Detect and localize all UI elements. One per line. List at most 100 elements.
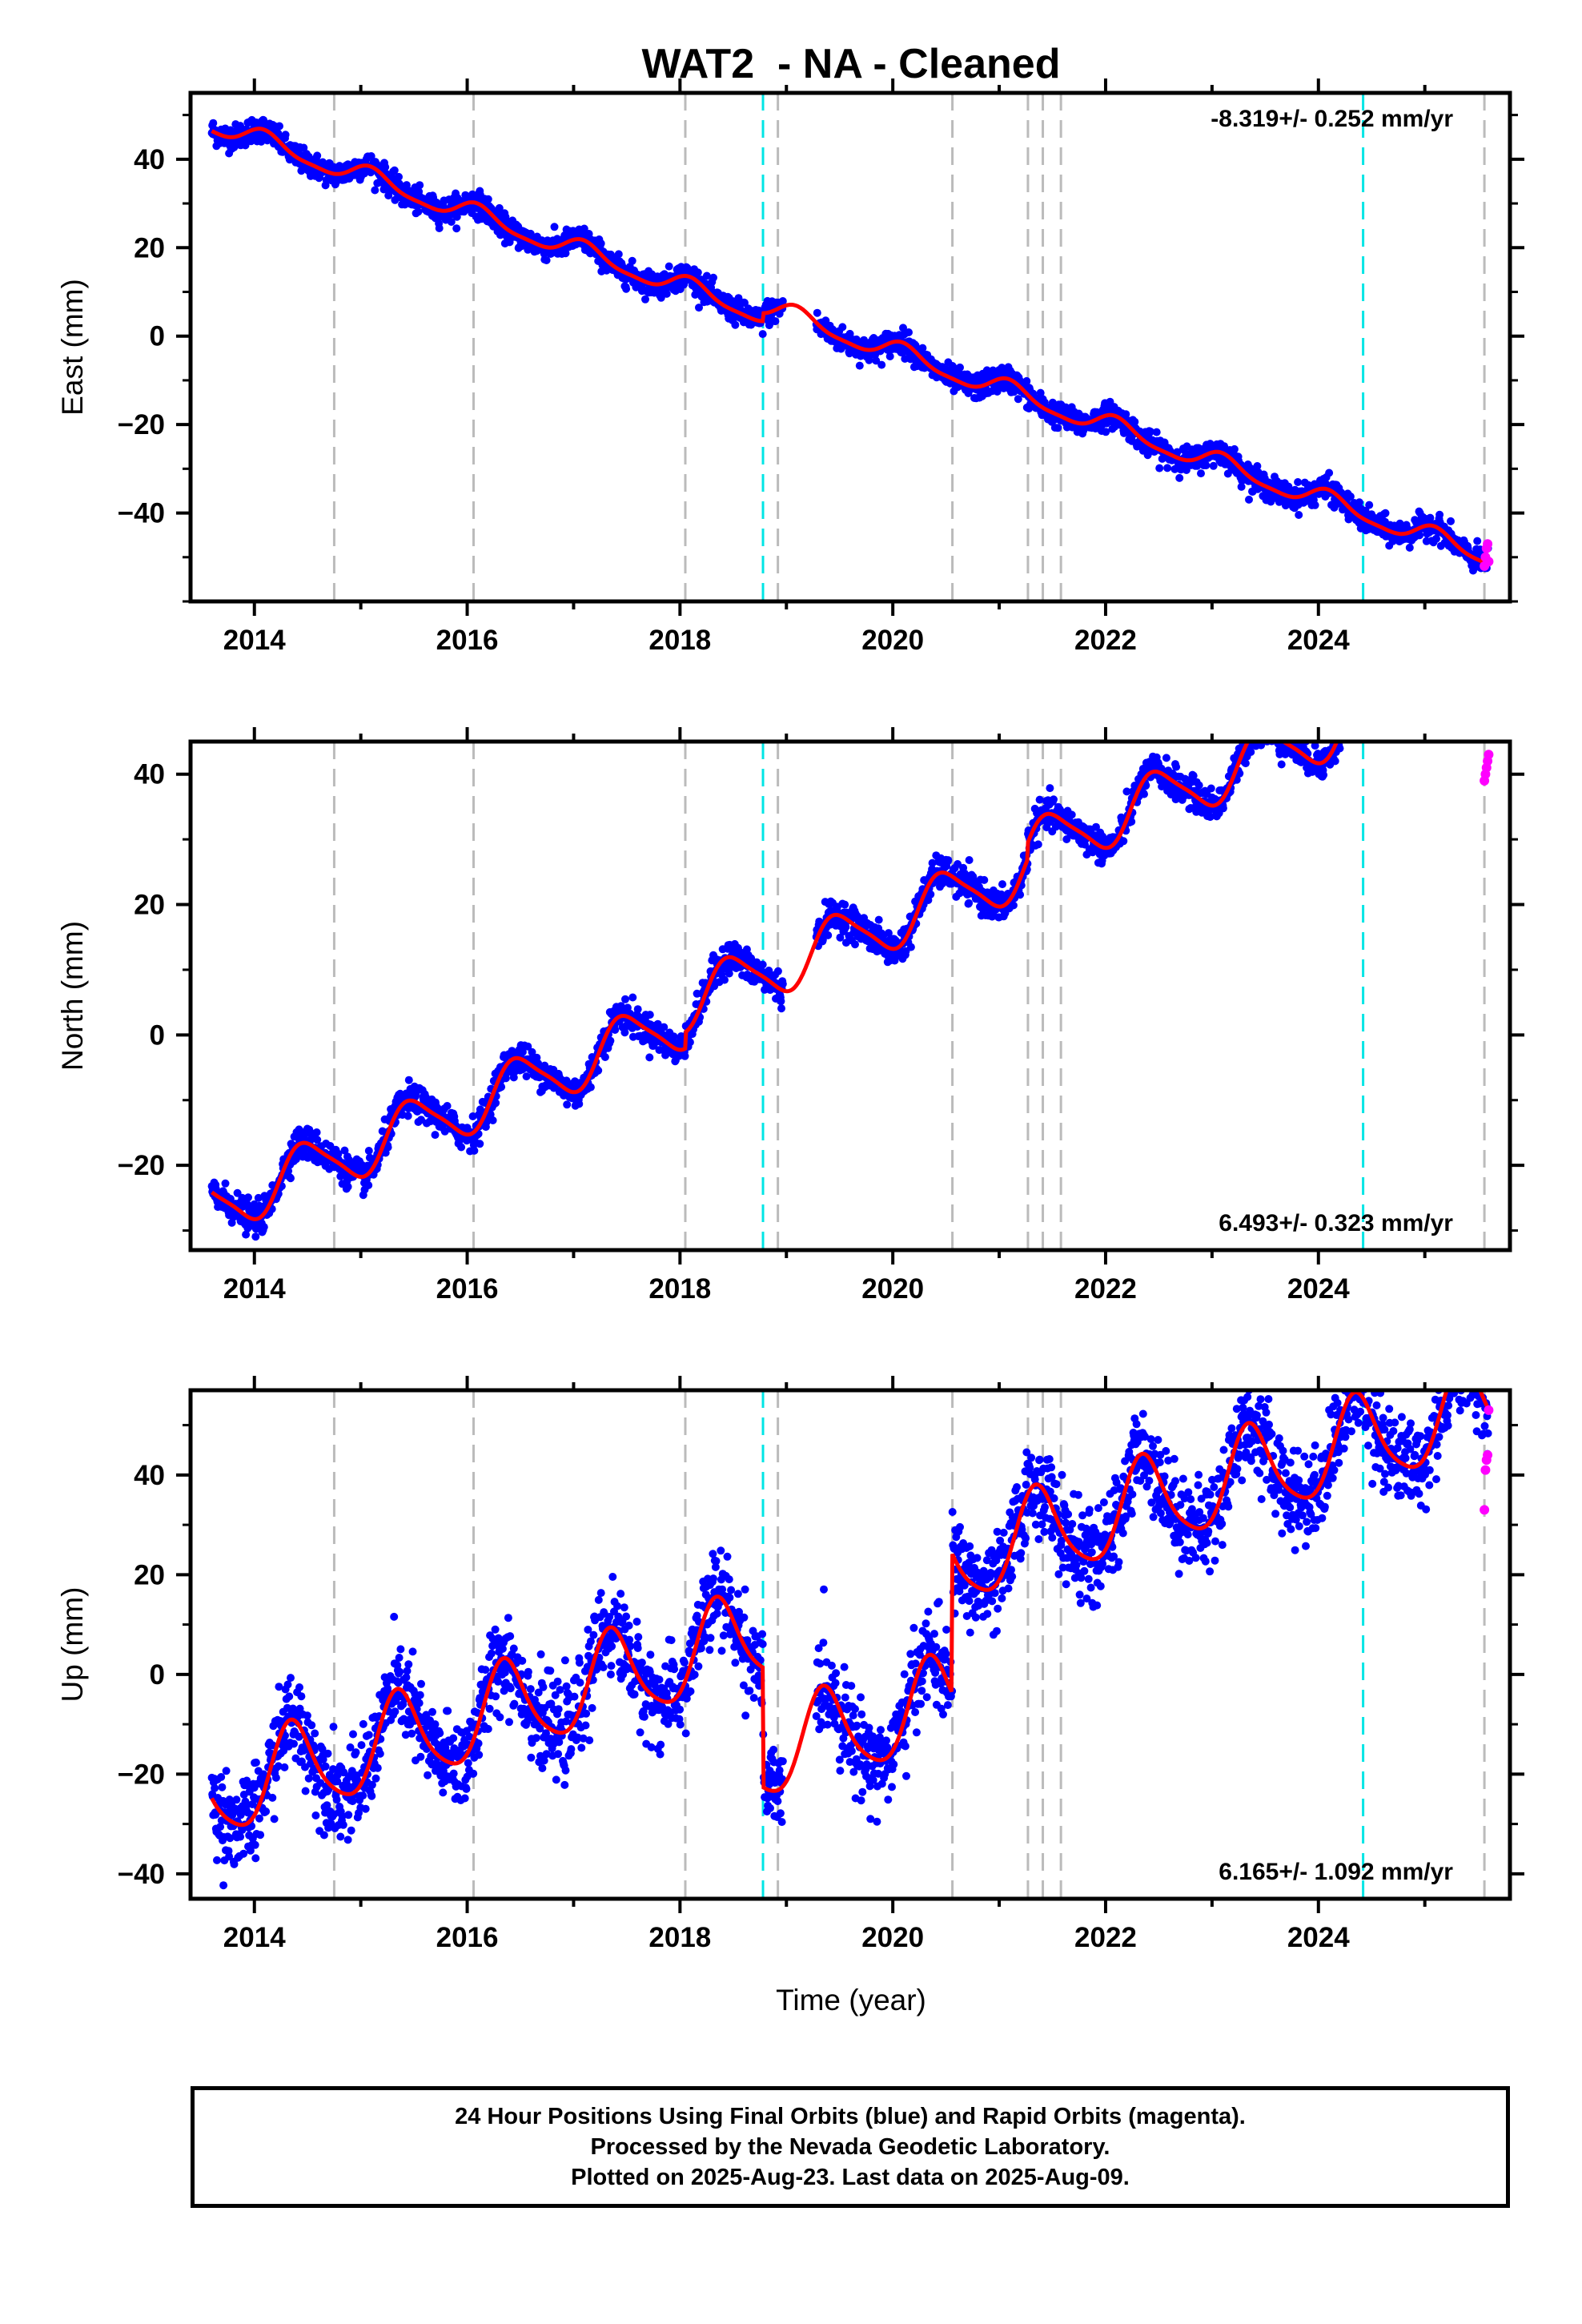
data-point [1252,721,1260,729]
data-point [492,1099,500,1108]
data-point [998,880,1006,889]
data-point [1241,759,1250,768]
data-point [364,1181,373,1189]
x-tick-label: 2022 [1074,625,1137,656]
data-point [1173,448,1182,456]
data-point [628,256,636,265]
data-point [1189,771,1198,780]
data-point [1267,730,1275,738]
data-point [836,933,845,942]
data-point [1271,732,1279,740]
data-point [257,137,266,146]
data-point [1251,724,1259,732]
data-point [452,212,461,221]
data-point [1447,517,1455,525]
data-point [281,131,290,139]
data-point [1259,725,1267,733]
data-point [741,299,749,308]
data-point [685,1038,694,1047]
data-point [606,1036,615,1045]
y-tick-label: −20 [118,409,165,440]
data-point [1251,726,1259,734]
data-point [1016,891,1025,899]
data-point [313,151,322,160]
data-point [343,1182,352,1191]
data-point [1067,810,1076,819]
plot-frame [188,90,1512,604]
data-point [313,1136,322,1144]
data-point [1140,790,1148,798]
data-point [1152,428,1161,436]
data-point [550,223,559,231]
x-tick-label: 2014 [223,625,286,656]
data-point [777,997,785,1006]
data-point [1261,728,1269,736]
data-point [1245,495,1253,504]
data-point [1244,730,1252,738]
rapid-orbit-point [1483,539,1493,549]
data-point [395,172,403,181]
data-point [1295,511,1303,519]
data-point [813,308,821,317]
data-point [1311,501,1319,509]
data-point [906,943,915,951]
data-point [1247,748,1255,756]
data-point [1255,720,1263,728]
data-point [1046,784,1054,793]
data-point [457,1143,466,1152]
data-point [1263,726,1271,734]
data-point [414,207,423,216]
data-point [1219,804,1227,813]
data-point [660,1023,669,1031]
data-point [497,1083,506,1092]
data-point [542,256,551,264]
data-point [1250,722,1258,730]
data-point [721,975,729,984]
data-point [1209,461,1218,470]
data-point [1256,708,1264,716]
data-point [242,1230,251,1239]
data-point [1022,376,1031,385]
data-point [1130,417,1139,426]
data-point [956,363,964,372]
data-point [1257,728,1265,736]
data-point [980,875,989,884]
data-point [381,163,390,171]
y-axis-title: East (mm) [56,279,89,416]
data-point [1172,762,1181,771]
data-point [633,1005,642,1014]
data-point [383,1143,392,1152]
data-point [364,1147,373,1155]
data-point [885,352,894,360]
data-point [1432,534,1440,543]
data-point [1119,837,1128,846]
data-point [275,122,283,131]
data-point [944,856,953,865]
data-point [1355,498,1363,507]
data-point [259,1223,268,1232]
data-point [1263,715,1271,723]
y-tick-label: 40 [134,144,165,175]
data-point [1035,795,1044,804]
data-point [731,320,740,329]
data-point [416,181,424,190]
data-point [1266,719,1274,727]
data-point [251,1232,260,1241]
data-point [614,250,623,259]
data-point [367,152,375,160]
data-point [452,224,461,233]
data-point [1264,730,1272,738]
data-point [622,284,631,293]
y-tick-label: 20 [134,232,165,263]
data-point [1009,901,1018,910]
data-point [621,995,629,1003]
data-point [1050,795,1058,804]
data-point [1258,723,1266,731]
data-point [1146,428,1155,436]
data-point [594,1066,603,1075]
data-point [1102,428,1110,436]
data-point [312,1128,321,1136]
data-point [1127,818,1136,826]
data-point [1259,718,1267,726]
